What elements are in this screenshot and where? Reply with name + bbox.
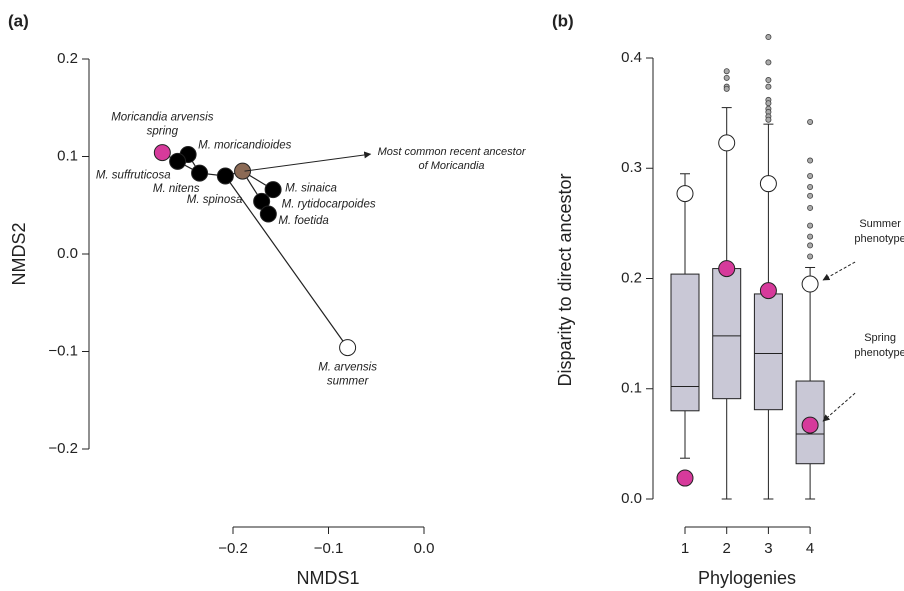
panel-label: (a) bbox=[8, 11, 29, 30]
phenotype-point bbox=[718, 260, 736, 278]
y-tick-label: 0.0 bbox=[621, 490, 642, 507]
y-tick-label: 0.3 bbox=[621, 159, 642, 176]
outlier bbox=[807, 233, 814, 240]
point-label: M. foetida bbox=[278, 215, 329, 227]
phenotype-point bbox=[676, 469, 694, 487]
x-tick-label: 3 bbox=[764, 540, 772, 557]
x-tick-label: −0.2 bbox=[218, 540, 248, 557]
outlier bbox=[807, 172, 814, 179]
point bbox=[339, 339, 357, 357]
point bbox=[264, 181, 282, 199]
outlier bbox=[723, 74, 730, 81]
point-label: M. nitens bbox=[153, 183, 200, 195]
box bbox=[670, 273, 700, 412]
outlier bbox=[807, 242, 814, 249]
y-tick-label: 0.0 bbox=[57, 245, 78, 262]
point bbox=[216, 167, 234, 185]
x-tick-label: 2 bbox=[723, 540, 731, 557]
y-tick-label: −0.1 bbox=[48, 342, 78, 359]
box bbox=[712, 268, 742, 400]
point bbox=[191, 164, 209, 182]
annotation-arrow bbox=[822, 261, 856, 281]
point bbox=[234, 162, 252, 180]
annotation: Most common recent ancestor bbox=[378, 146, 527, 158]
y-tick-label: 0.2 bbox=[57, 50, 78, 67]
y-axis-label: Disparity to direct ancestor bbox=[555, 173, 575, 386]
point-label: M. suffruticosa bbox=[96, 169, 171, 181]
y-axis-label: NMDS2 bbox=[9, 222, 29, 285]
point-label: M. rytidocarpoides bbox=[282, 198, 376, 210]
point-label: spring bbox=[147, 126, 179, 138]
outlier bbox=[807, 157, 814, 164]
point-label: M. sinaica bbox=[285, 183, 337, 195]
point-label: summer bbox=[327, 376, 370, 388]
annotation: phenotype bbox=[854, 233, 904, 245]
annotation: Spring bbox=[864, 332, 896, 344]
outlier bbox=[723, 85, 730, 92]
x-tick-label: 0.0 bbox=[414, 540, 435, 557]
outlier bbox=[765, 83, 772, 90]
outlier bbox=[807, 222, 814, 229]
y-tick-label: 0.1 bbox=[57, 147, 78, 164]
box bbox=[753, 293, 783, 411]
point-label: M. arvensis bbox=[318, 362, 377, 374]
point bbox=[153, 144, 171, 162]
outlier bbox=[807, 204, 814, 211]
phenotype-point bbox=[759, 282, 777, 300]
outlier bbox=[723, 68, 730, 75]
x-tick-label: 1 bbox=[681, 540, 689, 557]
point bbox=[169, 152, 187, 170]
outlier bbox=[807, 192, 814, 199]
phenotype-point bbox=[718, 134, 736, 152]
point-label: M. spinosa bbox=[187, 194, 243, 206]
annotation: Summer bbox=[859, 218, 901, 230]
point bbox=[259, 205, 277, 223]
outlier bbox=[807, 253, 814, 260]
outlier bbox=[765, 59, 772, 66]
outlier bbox=[807, 183, 814, 190]
phenotype-point bbox=[759, 175, 777, 193]
y-tick-label: −0.2 bbox=[48, 440, 78, 457]
annotation-arrow bbox=[822, 392, 856, 422]
phenotype-point bbox=[676, 185, 694, 203]
x-axis-label: NMDS1 bbox=[296, 568, 359, 588]
y-tick-label: 0.4 bbox=[621, 49, 642, 66]
panel-label: (b) bbox=[552, 11, 574, 30]
phenotype-point bbox=[801, 416, 819, 434]
tree-edge bbox=[224, 175, 349, 348]
annotation: phenotype bbox=[854, 347, 904, 359]
outlier bbox=[765, 77, 772, 84]
annotation-arrow bbox=[244, 151, 372, 172]
outlier bbox=[765, 100, 772, 107]
point-label: M. moricandioides bbox=[198, 140, 292, 152]
phenotype-point bbox=[801, 275, 819, 293]
x-tick-label: −0.1 bbox=[314, 540, 344, 557]
point-label: Moricandia arvensis bbox=[111, 112, 214, 124]
annotation: of Moricandia bbox=[419, 160, 485, 172]
outlier bbox=[765, 34, 772, 41]
y-tick-label: 0.1 bbox=[621, 380, 642, 397]
x-axis-label: Phylogenies bbox=[698, 568, 796, 588]
outlier bbox=[807, 118, 814, 125]
y-tick-label: 0.2 bbox=[621, 269, 642, 286]
x-tick-label: 4 bbox=[806, 540, 814, 557]
outlier bbox=[765, 116, 772, 123]
